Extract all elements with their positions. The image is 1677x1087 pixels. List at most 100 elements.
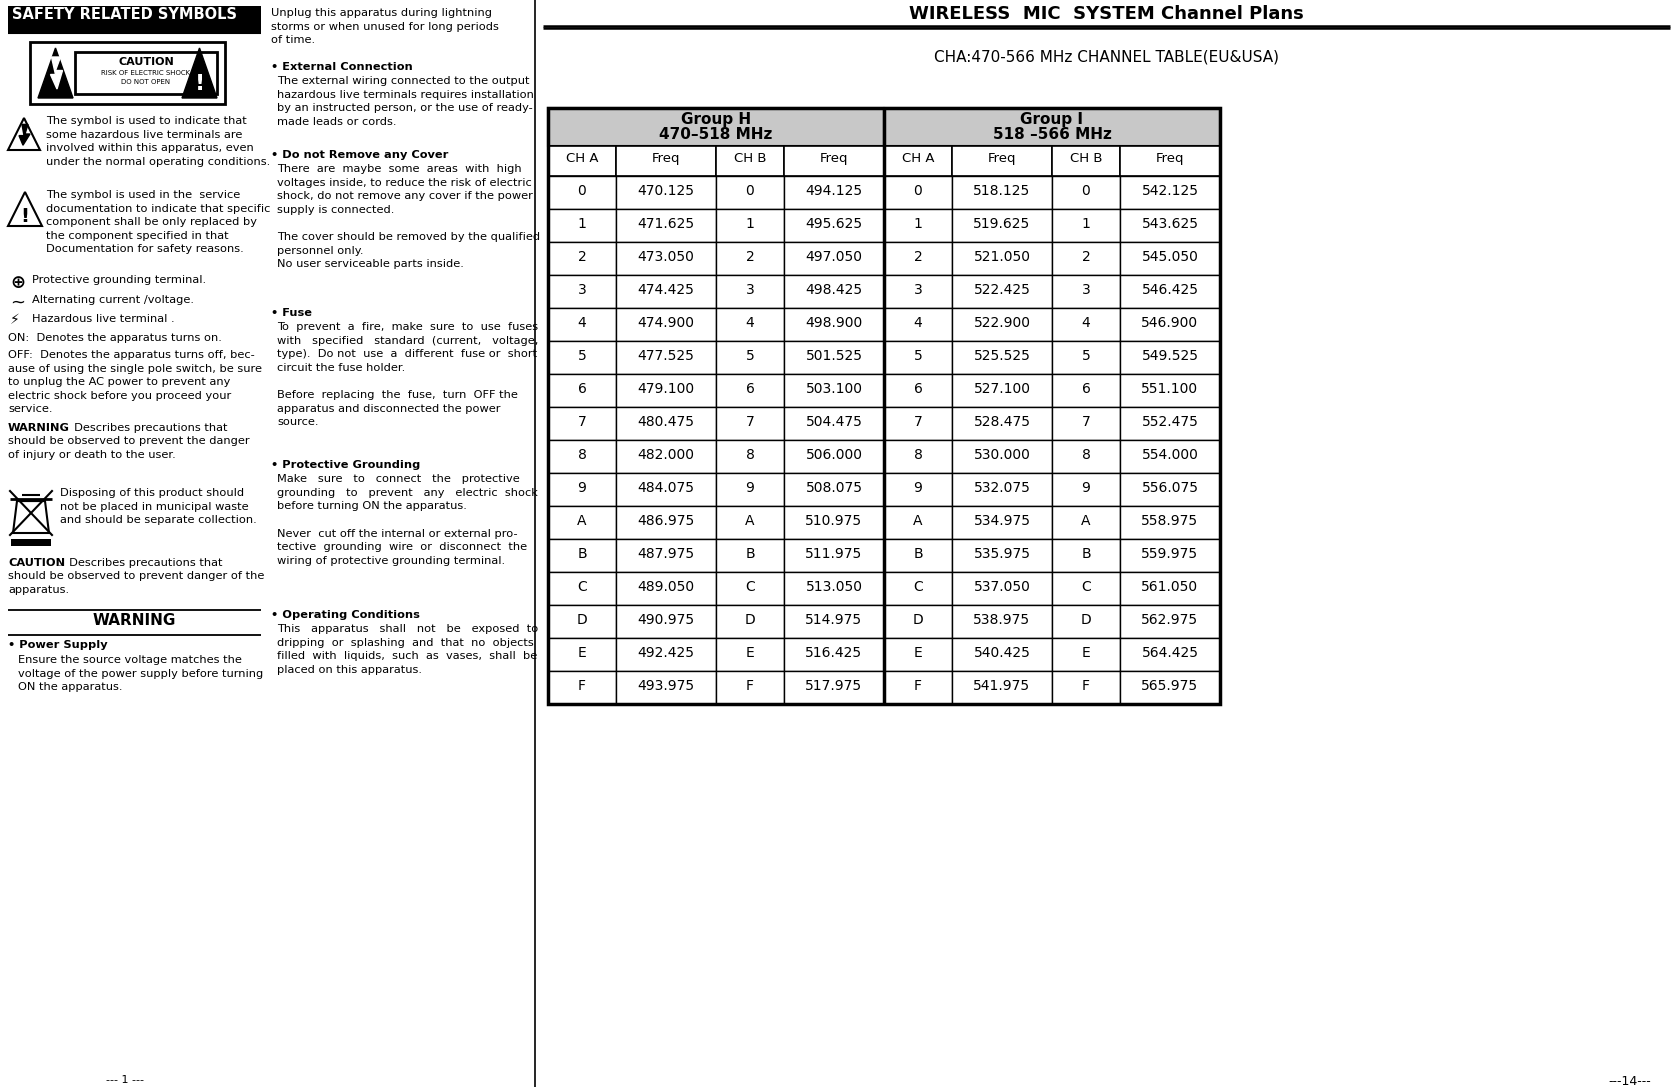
Text: ON:  Denotes the apparatus turns on.: ON: Denotes the apparatus turns on. [8, 333, 221, 343]
Text: 511.975: 511.975 [805, 547, 862, 561]
Text: D: D [912, 613, 924, 627]
Text: 497.050: 497.050 [805, 250, 862, 264]
Bar [953, 176, 1051, 209]
Text: Group H: Group H [681, 112, 751, 127]
Text: Freq: Freq [820, 152, 849, 165]
Text: 513.050: 513.050 [805, 580, 862, 594]
Text: F: F [746, 679, 755, 694]
Text: D: D [577, 613, 587, 627]
Bar [548, 275, 615, 308]
Text: 5: 5 [914, 349, 922, 363]
Bar [1051, 242, 1120, 275]
Text: 530.000: 530.000 [974, 448, 1030, 462]
Bar [884, 671, 953, 704]
Text: 504.475: 504.475 [805, 415, 862, 429]
Bar [615, 473, 716, 507]
Bar [785, 572, 884, 605]
Bar [548, 308, 615, 341]
Bar [1120, 209, 1219, 242]
Text: B: B [745, 547, 755, 561]
Text: 6: 6 [1082, 382, 1090, 396]
Text: Alternating current /voltage.: Alternating current /voltage. [32, 295, 195, 305]
Text: :  Describes precautions that: : Describes precautions that [59, 558, 223, 569]
Bar [785, 176, 884, 209]
Text: 508.075: 508.075 [805, 482, 862, 495]
Bar [1051, 473, 1120, 507]
Text: 542.125: 542.125 [1142, 184, 1199, 198]
Text: 2: 2 [577, 250, 587, 264]
Text: E: E [914, 646, 922, 660]
Bar [548, 108, 884, 146]
Bar [1051, 176, 1120, 209]
Text: 5: 5 [577, 349, 587, 363]
Bar [716, 275, 785, 308]
Text: DO NOT OPEN: DO NOT OPEN [121, 79, 171, 85]
Text: 537.050: 537.050 [974, 580, 1030, 594]
Text: 480.475: 480.475 [637, 415, 694, 429]
Bar [884, 407, 953, 440]
Text: 4: 4 [577, 316, 587, 330]
Text: 518.125: 518.125 [973, 184, 1031, 198]
Text: 552.475: 552.475 [1142, 415, 1199, 429]
Text: 514.975: 514.975 [805, 613, 862, 627]
Bar [1051, 440, 1120, 473]
Bar [953, 308, 1051, 341]
Text: 535.975: 535.975 [974, 547, 1030, 561]
Text: • External Connection: • External Connection [272, 62, 413, 72]
Text: 482.000: 482.000 [637, 448, 694, 462]
Bar [548, 671, 615, 704]
Bar [1120, 473, 1219, 507]
Text: 470–518 MHz: 470–518 MHz [659, 127, 773, 142]
Bar [1051, 572, 1120, 605]
Bar [1120, 242, 1219, 275]
Text: B: B [914, 547, 922, 561]
Text: 525.525: 525.525 [974, 349, 1030, 363]
Bar [615, 507, 716, 539]
Bar [615, 176, 716, 209]
Bar [785, 209, 884, 242]
Bar [1120, 374, 1219, 407]
Text: ~: ~ [10, 293, 25, 312]
Text: 521.050: 521.050 [974, 250, 1030, 264]
Text: 545.050: 545.050 [1142, 250, 1199, 264]
Text: 484.075: 484.075 [637, 482, 694, 495]
Bar [884, 473, 953, 507]
Text: 479.100: 479.100 [637, 382, 694, 396]
Bar [785, 473, 884, 507]
Bar [716, 341, 785, 374]
Text: CAUTION: CAUTION [8, 558, 65, 569]
Bar [1120, 440, 1219, 473]
Bar [1120, 605, 1219, 638]
Bar [1051, 341, 1120, 374]
Text: 516.425: 516.425 [805, 646, 862, 660]
Bar [953, 374, 1051, 407]
Text: 471.625: 471.625 [637, 217, 694, 232]
Text: !: ! [20, 207, 30, 226]
Text: 1: 1 [577, 217, 587, 232]
Bar [785, 638, 884, 671]
Text: D: D [1080, 613, 1092, 627]
Text: • Fuse: • Fuse [272, 308, 312, 318]
Bar [8, 487, 54, 537]
Bar [1051, 507, 1120, 539]
Bar [716, 507, 785, 539]
Bar [1051, 308, 1120, 341]
Text: CH A: CH A [565, 152, 599, 165]
Bar [1120, 539, 1219, 572]
Bar [716, 374, 785, 407]
Text: D: D [745, 613, 755, 627]
Text: 7: 7 [577, 415, 587, 429]
Bar [1051, 374, 1120, 407]
Text: 498.425: 498.425 [805, 283, 862, 297]
Text: 486.975: 486.975 [637, 514, 694, 528]
Text: E: E [577, 646, 587, 660]
Bar [884, 572, 953, 605]
Text: The symbol is used to indicate that
some hazardous live terminals are
involved w: The symbol is used to indicate that some… [45, 116, 270, 166]
Text: 470.125: 470.125 [637, 184, 694, 198]
Bar [615, 275, 716, 308]
Text: B: B [577, 547, 587, 561]
Bar [1051, 605, 1120, 638]
Text: Group I: Group I [1021, 112, 1083, 127]
Bar [953, 209, 1051, 242]
Bar [785, 671, 884, 704]
